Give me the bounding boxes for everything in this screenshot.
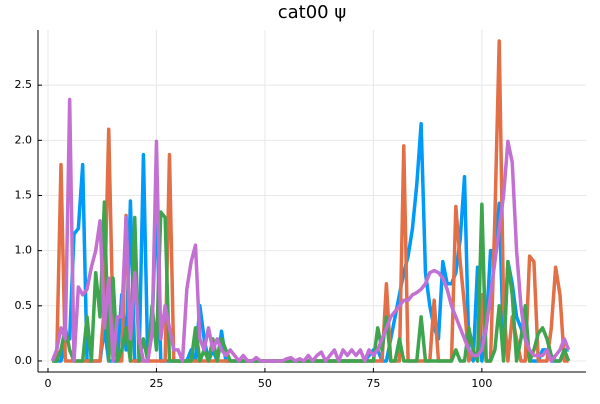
y-tick-label: 2.5: [15, 78, 33, 91]
y-tick-label: 2.0: [15, 133, 33, 146]
x-tick-label: 25: [149, 377, 163, 390]
chart-title: cat00 ψ: [278, 2, 346, 23]
y-tick-label: 1.5: [15, 188, 33, 201]
x-tick-label: 100: [471, 377, 492, 390]
x-tick-label: 75: [366, 377, 380, 390]
lines: [50, 39, 571, 363]
tick-labels: 0 25 50 75 100 0.0 0.5 1.0 1.5 2.0 2.5: [15, 78, 493, 390]
series-line: [50, 97, 571, 363]
x-tick-label: 50: [258, 377, 272, 390]
x-tick-label: 0: [44, 377, 51, 390]
y-tick-label: 0.5: [15, 299, 33, 312]
y-tick-label: 0.0: [15, 354, 33, 367]
y-tick-label: 1.0: [15, 244, 33, 257]
